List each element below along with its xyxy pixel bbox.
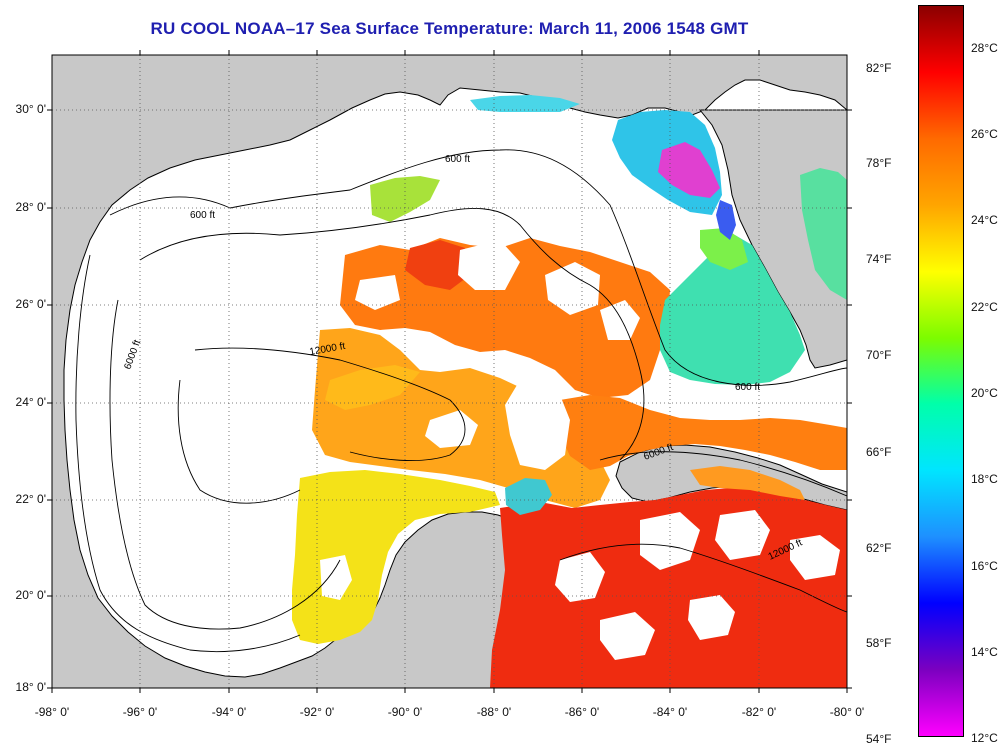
contour-12000ft <box>194 347 466 461</box>
contour-label-600ft-north: 600 ft <box>445 154 470 165</box>
sst-east-florida-cool <box>800 168 847 300</box>
fahrenheit-label-82: 82°F <box>866 61 892 75</box>
lon-label-92: -92° 0' <box>299 705 335 719</box>
lat-label-18: 18° 0' <box>15 680 46 694</box>
contour-caribbean <box>599 451 847 497</box>
fahrenheit-label-70: 70°F <box>866 348 892 362</box>
contour-caribbean-south <box>559 543 847 613</box>
lon-label-88: -88° 0' <box>476 705 512 719</box>
lon-label-84: -84° 0' <box>652 705 688 719</box>
lat-label-24: 24° 0' <box>15 395 46 409</box>
lon-label-98: -98° 0' <box>34 705 70 719</box>
lat-lon-grid <box>52 55 847 688</box>
celsius-label-12: 12°C <box>971 731 998 745</box>
fahrenheit-label-54: 54°F <box>866 732 892 746</box>
lon-label-80: -80° 0' <box>829 705 865 719</box>
contour-label-600ft-west: 600 ft <box>190 210 215 221</box>
celsius-label-22: 22°C <box>971 300 998 314</box>
sst-yellow-west-coastal <box>292 470 500 644</box>
lon-label-96: -96° 0' <box>122 705 158 719</box>
lon-label-90: -90° 0' <box>387 705 423 719</box>
contour-600ft-west <box>75 254 301 653</box>
contour-6000ft <box>139 207 645 461</box>
celsius-label-28: 28°C <box>971 41 998 55</box>
sst-cyan-yucatan-patch <box>505 478 552 515</box>
sst-orange-loop-current <box>558 395 847 470</box>
fahrenheit-label-66: 66°F <box>866 445 892 459</box>
lat-label-30: 30° 0' <box>15 102 46 116</box>
contour-label-600ft-florida: 600 ft <box>735 382 760 393</box>
lat-label-20: 20° 0' <box>15 588 46 602</box>
contour-12000ft-loop <box>177 379 301 504</box>
sst-red-patch-north <box>405 240 470 290</box>
sst-cool-west-florida-shelf <box>660 235 805 385</box>
lon-label-82: -82° 0' <box>741 705 777 719</box>
lon-label-94: -94° 0' <box>211 705 247 719</box>
sst-cuba-north-orange <box>690 466 805 500</box>
map-title: RU COOL NOAA–17 Sea Surface Temperature:… <box>150 19 749 38</box>
sst-magenta-cold-coastal <box>658 142 720 198</box>
lat-label-26: 26° 0' <box>15 297 46 311</box>
fahrenheit-label-58: 58°F <box>866 636 892 650</box>
celsius-label-26: 26°C <box>971 127 998 141</box>
us-gulf-coast-land <box>52 55 847 688</box>
celsius-label-24: 24°C <box>971 213 998 227</box>
celsius-label-20: 20°C <box>971 386 998 400</box>
map-frame <box>51 54 848 689</box>
temperature-colorbar <box>918 5 964 737</box>
lat-label-22: 22° 0' <box>15 492 46 506</box>
fahrenheit-label-62: 62°F <box>866 541 892 555</box>
lat-label-28: 28° 0' <box>15 200 46 214</box>
fahrenheit-label-78: 78°F <box>866 156 892 170</box>
celsius-label-16: 16°C <box>971 559 998 573</box>
lon-label-86: -86° 0' <box>564 705 600 719</box>
celsius-label-14: 14°C <box>971 645 998 659</box>
fahrenheit-label-74: 74°F <box>866 252 892 266</box>
celsius-label-18: 18°C <box>971 472 998 486</box>
axis-ticks <box>47 50 852 693</box>
sst-green-shelf-edge <box>700 228 748 270</box>
sst-cyan-apalachee <box>470 95 580 112</box>
sst-yellow-orange-west <box>325 365 420 410</box>
cloud-cover <box>320 240 840 660</box>
contour-6000ft-west <box>109 299 341 630</box>
contour-600ft <box>109 149 847 386</box>
bathymetry-contours <box>75 149 847 653</box>
sst-blue-coastal-edge <box>716 200 736 240</box>
